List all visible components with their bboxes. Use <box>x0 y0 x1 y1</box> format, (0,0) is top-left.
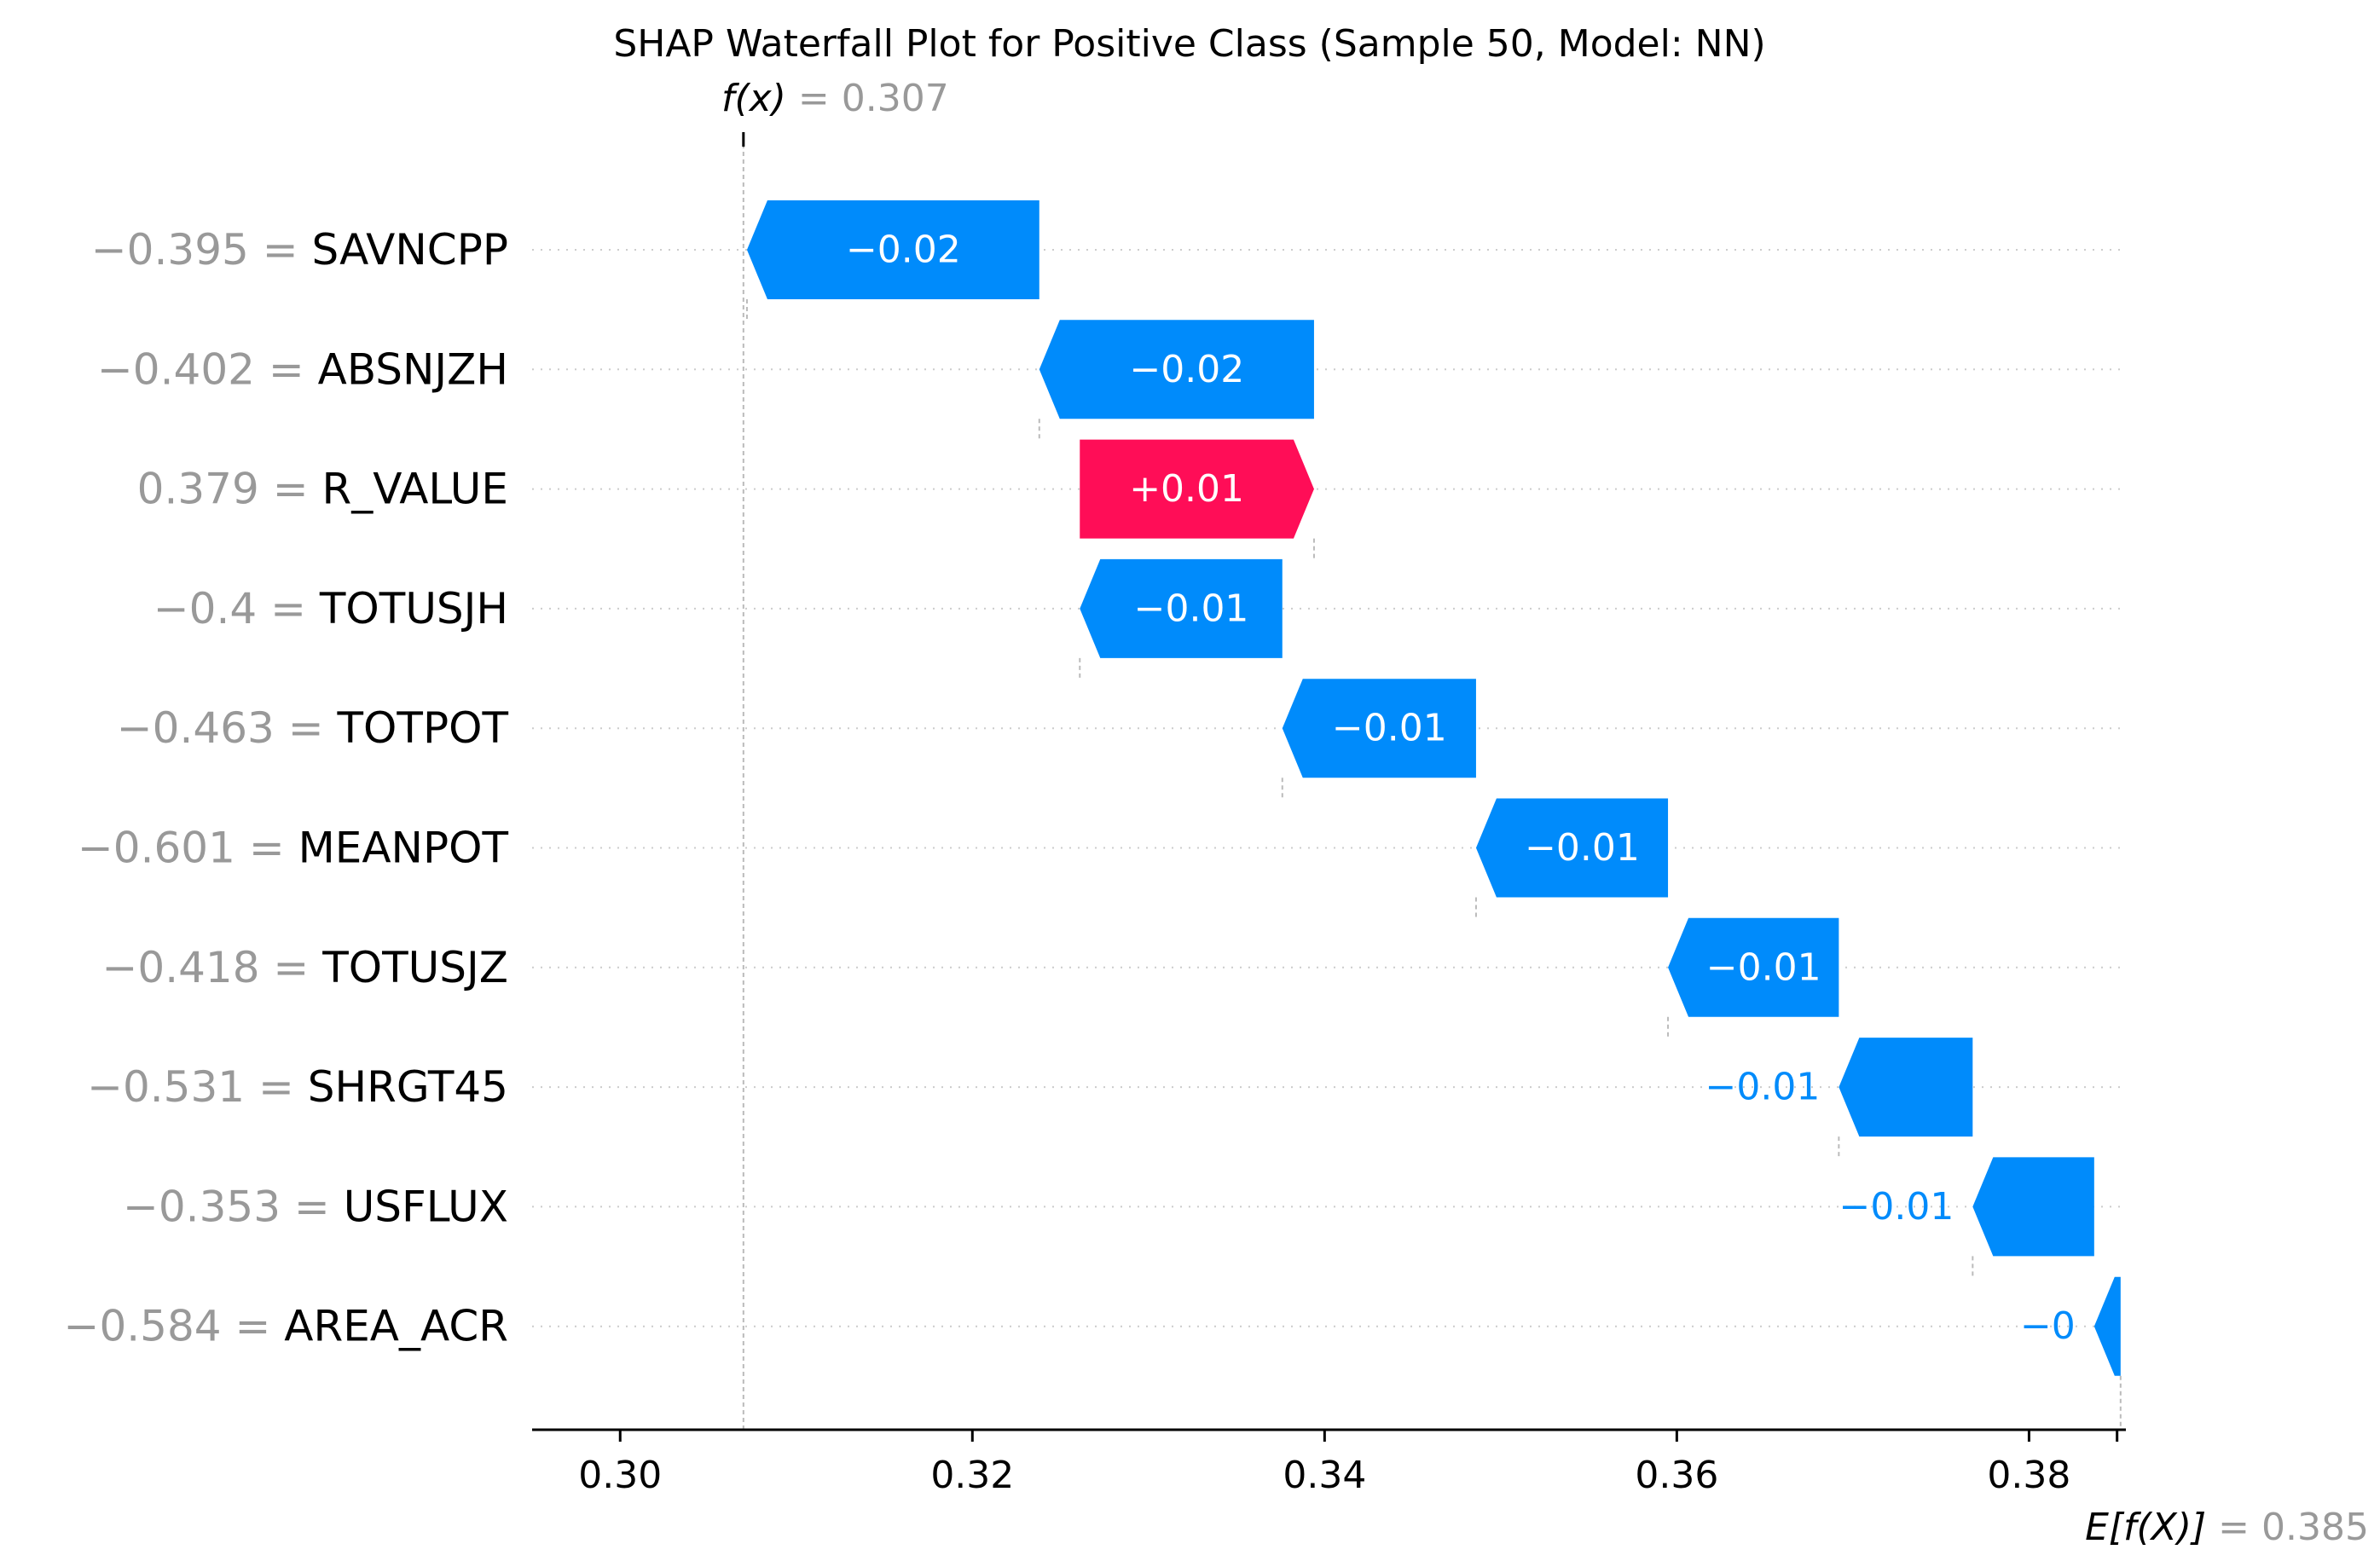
x-tick-label: 0.36 <box>1635 1454 1718 1497</box>
feature-label: −0.353 = USFLUX <box>123 1182 508 1231</box>
bar-value-label: −0.01 <box>1705 1066 1821 1109</box>
feature-label: −0.584 = AREA_ACR <box>64 1302 508 1351</box>
bar-layer: −0.02 −0.02 +0.01 −0.01 −0.01 −0.01 −0.01 −0.01… <box>746 200 2121 1376</box>
waterfall-bar <box>1080 439 1314 539</box>
bar-value-label: −0.02 <box>846 228 961 272</box>
bar-value-label: −0.01 <box>1839 1185 1954 1229</box>
feature-value: −0.395 = <box>91 225 312 275</box>
waterfall-bar <box>746 200 1039 299</box>
connector-layer <box>742 132 2122 1430</box>
base-annotation: E[f(X)] = 0.385 <box>2085 1506 2369 1549</box>
x-tick-label: 0.38 <box>1987 1454 2070 1497</box>
feature-label: −0.601 = MEANPOT <box>78 824 509 873</box>
x-tick-label: 0.32 <box>930 1454 1014 1497</box>
bar-value-label: −0.01 <box>1134 587 1249 630</box>
feature-value: 0.379 = <box>137 465 322 514</box>
x-axis-ticks: 0.30 0.32 0.34 0.36 0.38 <box>578 1430 2119 1497</box>
feature-name: MEANPOT <box>298 824 509 873</box>
feature-value: −0.4 = <box>153 584 320 633</box>
waterfall-bar <box>1475 798 1669 898</box>
bar-value-label: −0.01 <box>1332 707 1447 750</box>
feature-label: −0.418 = TOTUSJZ <box>102 943 509 992</box>
feature-value: −0.418 = <box>102 943 323 992</box>
feature-label: −0.531 = SHRGT45 <box>87 1062 508 1112</box>
feature-label: −0.4 = TOTUSJH <box>153 584 508 633</box>
grid-layer <box>532 249 2126 1327</box>
chart-title: SHAP Waterfall Plot for Positive Class (… <box>613 22 1765 66</box>
feature-name: TOTUSJH <box>319 584 508 633</box>
fx-annotation: f(x) = 0.307 <box>721 77 949 120</box>
feature-value: −0.353 = <box>123 1182 344 1231</box>
feature-value: −0.402 = <box>97 344 318 394</box>
feature-name: AREA_ACR <box>284 1302 508 1351</box>
waterfall-bar <box>1080 558 1283 658</box>
bar-value-label: −0.02 <box>1129 348 1244 391</box>
fx-value: 0.307 <box>842 77 949 120</box>
feature-name: R_VALUE <box>321 465 508 514</box>
feature-value: −0.584 = <box>64 1302 285 1351</box>
feature-labels: −0.395 = SAVNCPP −0.402 = ABSNJZH 0.379 = … <box>64 225 509 1351</box>
fx-label: f(x) <box>721 77 786 120</box>
feature-label: −0.463 = TOTPOT <box>117 703 509 753</box>
waterfall-bar <box>1282 679 1476 778</box>
feature-value: −0.463 = <box>117 703 338 753</box>
base-value: 0.385 <box>2261 1506 2369 1549</box>
feature-name: TOTPOT <box>337 703 509 753</box>
feature-value: −0.531 = <box>87 1062 308 1112</box>
waterfall-bar <box>1668 917 1839 1017</box>
base-label: E[f(X)] <box>2085 1506 2206 1549</box>
x-tick-label: 0.30 <box>578 1454 662 1497</box>
waterfall-bar <box>1839 1038 1973 1137</box>
waterfall-bar <box>1972 1157 2094 1257</box>
waterfall-bar <box>1039 320 1314 419</box>
x-tick-label: 0.34 <box>1283 1454 1366 1497</box>
bar-value-label: +0.01 <box>1129 467 1244 511</box>
feature-name: ABSNJZH <box>318 344 508 394</box>
bar-value-label: −0.01 <box>1706 945 1821 989</box>
feature-label: −0.395 = SAVNCPP <box>91 225 508 275</box>
feature-value: −0.601 = <box>78 824 298 873</box>
bar-value-label: −0.01 <box>1525 826 1640 870</box>
feature-label: −0.402 = ABSNJZH <box>97 344 508 394</box>
feature-name: SHRGT45 <box>308 1062 508 1112</box>
bar-value-label: −0 <box>2020 1304 2076 1348</box>
feature-name: USFLUX <box>344 1182 508 1231</box>
feature-label: 0.379 = R_VALUE <box>137 465 508 514</box>
feature-name: SAVNCPP <box>312 225 509 275</box>
waterfall-bar <box>2093 1276 2121 1376</box>
feature-name: TOTUSJZ <box>321 943 508 992</box>
